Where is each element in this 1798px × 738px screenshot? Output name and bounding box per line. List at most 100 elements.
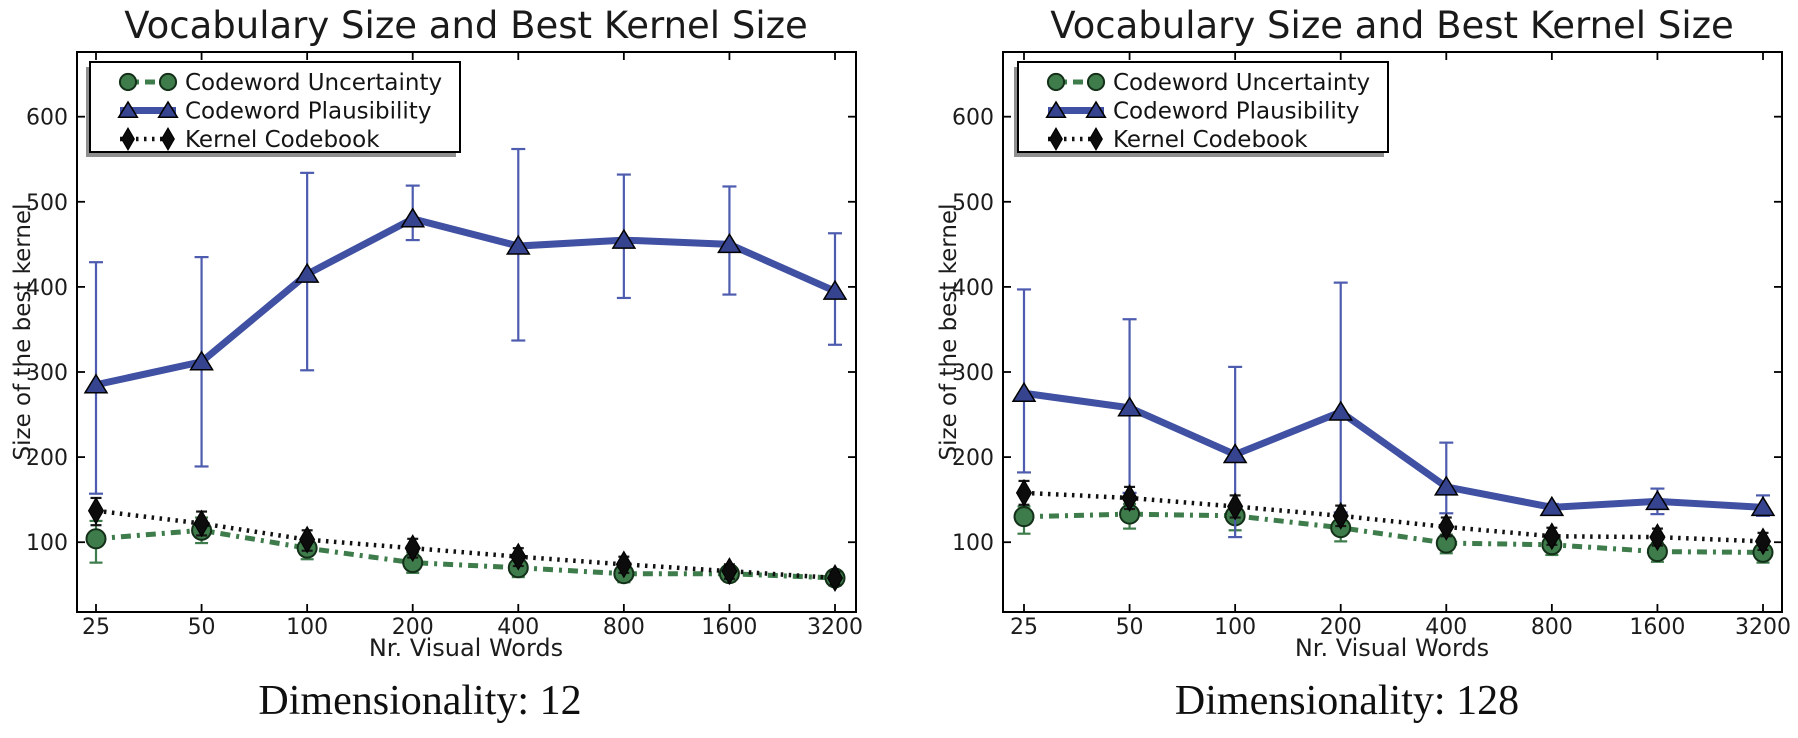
codeword-plausibility-marker <box>1539 495 1565 517</box>
plot-left: 25 50 100 200 400 800 1600 3200 100 200 300 400 500 6… <box>26 51 863 640</box>
x-axis-label-right: Nr. Visual Words <box>1295 634 1489 662</box>
codeword-uncertainty-line <box>1023 511 1764 555</box>
legend-label-kernel-codebook: Kernel Codebook <box>185 127 380 153</box>
kernel-codebook-marker <box>510 542 527 571</box>
kernel-codebook-marker <box>1227 492 1244 521</box>
x-tick-label: 25 <box>82 615 110 640</box>
legend: Codeword Uncertainty Codeword Plausibilit… <box>1014 61 1389 157</box>
legend-codeword-plausibility-marker <box>117 100 139 119</box>
x-tick-label: 800 <box>1531 615 1573 640</box>
legend-kernel-codebook-marker <box>1049 126 1063 152</box>
codeword-plausibility-marker <box>505 234 531 255</box>
legend-label-codeword-uncertainty: Codeword Uncertainty <box>1113 70 1370 96</box>
y-axis-label-left: Size of the best kernel <box>10 204 36 461</box>
x-tick-label: 400 <box>497 615 539 640</box>
codeword-plausibility-marker <box>1328 400 1354 421</box>
kernel-codebook-marker <box>404 534 421 563</box>
codeword-plausibility-marker <box>822 279 848 300</box>
codeword-plausibility-marker <box>400 207 426 228</box>
x-tick-label: 1600 <box>701 615 757 640</box>
x-tick-label: 50 <box>1116 615 1144 640</box>
kernel-codebook-marker <box>1121 483 1138 512</box>
codeword-plausibility-marker <box>1433 475 1459 496</box>
kernel-codebook-marker <box>87 496 105 525</box>
y-tick-label: 100 <box>26 531 68 556</box>
x-tick-label: 200 <box>392 615 434 640</box>
y-axis-label-right: Size of the best kernel <box>936 204 962 461</box>
kernel-codebook-line <box>1023 490 1764 544</box>
y-tick-label: 300 <box>952 361 994 386</box>
legend-kernel-codebook-marker <box>1089 126 1103 152</box>
caption-right: Dimensionality: 128 <box>1175 678 1519 724</box>
kernel-codebook-marker <box>1754 527 1772 556</box>
series-codeword-plausibility <box>83 147 848 495</box>
x-tick-label: 200 <box>1320 615 1362 640</box>
series-kernel-codebook <box>87 496 844 592</box>
chart-title-right: Vocabulary Size and Best Kernel Size <box>1050 4 1734 47</box>
series-codeword-plausibility <box>1011 281 1776 539</box>
codeword-plausibility-marker <box>1011 381 1037 403</box>
series-kernel-codebook <box>1015 478 1772 556</box>
y-tick-label: 100 <box>952 531 994 556</box>
plot-right: 25 50 100 200 400 800 1600 3200 100 200 300 400 500 6… <box>952 51 1791 640</box>
x-tick-label: 800 <box>603 615 645 640</box>
kernel-codebook-marker <box>826 563 844 592</box>
codeword-plausibility-line <box>95 215 837 389</box>
kernel-codebook-marker <box>1332 501 1349 530</box>
legend-codeword-plausibility-marker <box>157 100 179 119</box>
x-tick-label: 400 <box>1425 615 1467 640</box>
x-tick-label: 100 <box>286 615 328 640</box>
legend: Codeword Uncertainty Codeword Plausibilit… <box>86 61 461 157</box>
legend-codeword-plausibility-marker <box>1085 100 1107 119</box>
legend-kernel-codebook-marker <box>121 126 135 152</box>
codeword-plausibility-marker <box>189 350 214 371</box>
codeword-plausibility-marker <box>1117 396 1142 417</box>
codeword-uncertainty-marker <box>1013 506 1035 528</box>
y-tick-label: 600 <box>26 106 68 131</box>
codeword-plausibility-marker <box>1645 489 1670 511</box>
legend-label-codeword-plausibility: Codeword Plausibility <box>185 99 431 125</box>
codeword-plausibility-marker <box>294 262 320 283</box>
kernel-codebook-marker <box>1543 522 1560 551</box>
codeword-plausibility-marker <box>611 228 637 249</box>
codeword-plausibility-line <box>1023 389 1764 511</box>
x-tick-label: 50 <box>188 615 216 640</box>
codeword-uncertainty-marker <box>85 528 107 550</box>
legend-codeword-uncertainty-marker <box>1046 72 1066 92</box>
y-tick-label: 200 <box>26 446 68 471</box>
codeword-plausibility-marker <box>717 232 742 254</box>
legend-codeword-uncertainty-marker <box>1086 72 1106 92</box>
kernel-codebook-marker <box>299 525 316 554</box>
plot-areas: 25 50 100 200 400 800 1600 3200 100 200 300 400 500 6… <box>26 51 1791 640</box>
legend-codeword-uncertainty-marker <box>118 72 138 92</box>
legend-label-kernel-codebook: Kernel Codebook <box>1113 127 1308 153</box>
chart-title-left: Vocabulary Size and Best Kernel Size <box>124 4 808 47</box>
legend-codeword-plausibility-marker <box>1045 100 1067 119</box>
x-tick-label: 100 <box>1214 615 1256 640</box>
y-tick-label: 300 <box>26 361 68 386</box>
kernel-codebook-marker <box>615 550 632 579</box>
legend-label-codeword-plausibility: Codeword Plausibility <box>1113 99 1359 125</box>
kernel-codebook-marker <box>1438 512 1455 541</box>
y-tick-label: 500 <box>952 191 994 216</box>
caption-left: Dimensionality: 12 <box>258 678 581 724</box>
x-tick-label: 3200 <box>807 615 863 640</box>
x-axis-label-left: Nr. Visual Words <box>369 634 563 662</box>
legend-label-codeword-uncertainty: Codeword Uncertainty <box>185 70 442 96</box>
y-tick-label: 600 <box>952 106 994 131</box>
plot-frame <box>1002 51 1783 613</box>
y-tick-label: 400 <box>26 276 68 301</box>
x-tick-label: 25 <box>1010 615 1038 640</box>
x-tick-label: 3200 <box>1735 615 1791 640</box>
y-tick-label: 500 <box>26 191 68 216</box>
y-tick-label: 200 <box>952 446 994 471</box>
plot-frame <box>76 51 857 613</box>
kernel-codebook-marker <box>1015 478 1033 507</box>
kernel-codebook-marker <box>1649 523 1666 552</box>
codeword-plausibility-marker <box>1222 443 1248 464</box>
y-tick-label: 400 <box>952 276 994 301</box>
legend-kernel-codebook-marker <box>161 126 175 152</box>
legend-codeword-uncertainty-marker <box>158 72 178 92</box>
